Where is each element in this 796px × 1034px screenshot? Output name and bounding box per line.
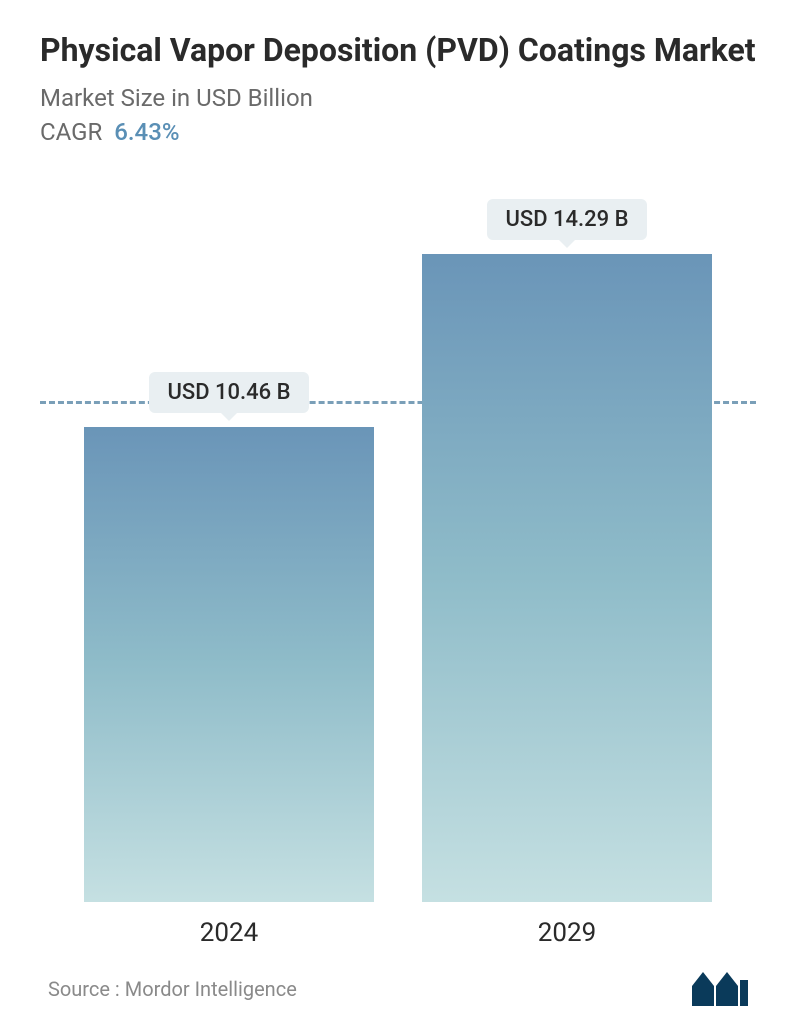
bar-group-0: USD 10.46 B 2024 — [84, 372, 374, 902]
brand-logo — [692, 972, 748, 1006]
footer: Source : Mordor Intelligence — [40, 972, 756, 1014]
mordor-logo-icon — [692, 972, 748, 1006]
bar-group-1: USD 14.29 B 2029 — [422, 199, 712, 902]
chart-title: Physical Vapor Deposition (PVD) Coatings… — [40, 30, 756, 70]
chart-container: Physical Vapor Deposition (PVD) Coatings… — [0, 0, 796, 1034]
x-label-1: 2029 — [538, 918, 596, 948]
chart-area: USD 10.46 B 2024 USD 14.29 B 2029 — [40, 186, 756, 962]
cagr-label: CAGR — [40, 118, 102, 146]
source-text: Source : Mordor Intelligence — [48, 977, 297, 1001]
value-label-0: USD 10.46 B — [149, 372, 308, 413]
x-label-0: 2024 — [200, 918, 258, 948]
bar-0 — [84, 427, 374, 902]
cagr-value: 6.43% — [114, 118, 179, 146]
cagr-row: CAGR 6.43% — [40, 118, 756, 146]
bar-1 — [422, 254, 712, 902]
chart-subtitle: Market Size in USD Billion — [40, 84, 756, 112]
value-label-1: USD 14.29 B — [487, 199, 646, 240]
